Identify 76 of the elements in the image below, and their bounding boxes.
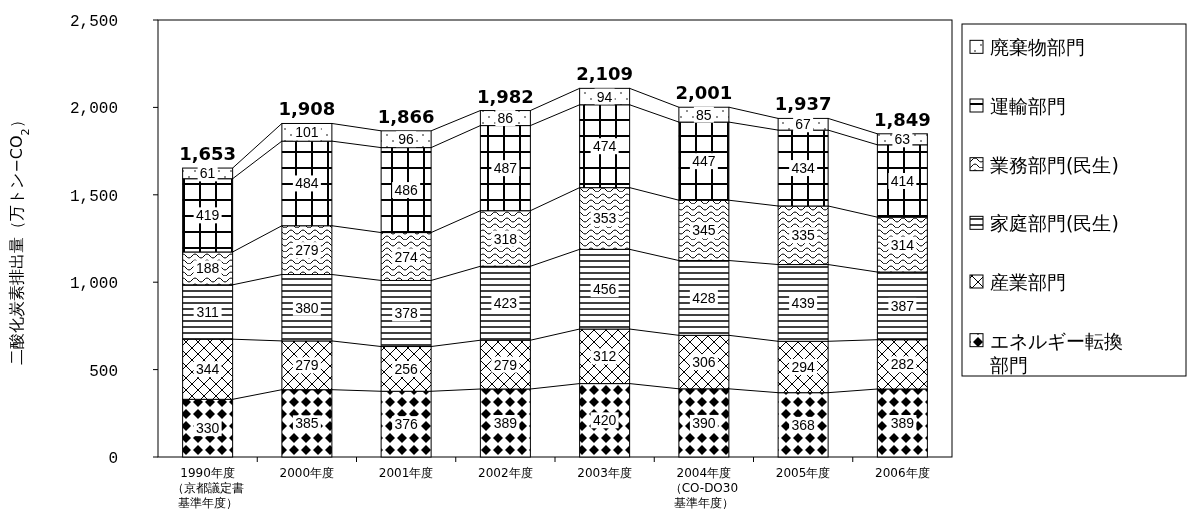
total-label: 1,653 (179, 143, 237, 165)
data-label: 456 (592, 281, 617, 298)
data-label: 61 (199, 165, 216, 182)
data-label: 368 (791, 416, 816, 433)
data-label: 279 (493, 356, 518, 373)
data-label: 434 (791, 160, 816, 177)
data-label: 101 (295, 124, 319, 141)
data-label: 256 (394, 360, 419, 377)
data-label: 389 (890, 415, 915, 431)
data-label: 378 (394, 305, 419, 322)
y-tick-label: 0 (108, 450, 118, 468)
data-label: 312 (592, 348, 617, 365)
data-label: 274 (394, 248, 419, 265)
data-label: 279 (295, 242, 319, 259)
y-tick-label: 1,000 (69, 275, 118, 294)
data-label: 387 (890, 297, 915, 314)
y-tick-label: 2,000 (69, 100, 118, 119)
y-tick-label: 500 (89, 362, 118, 381)
x-tick-label: 2002年度 (478, 466, 533, 480)
data-label: 279 (295, 357, 319, 374)
data-label: 85 (696, 106, 712, 123)
data-label: 439 (791, 294, 816, 311)
total-label: 1,982 (476, 85, 534, 107)
legend-label: 産業部門 (990, 271, 1066, 293)
data-label: 484 (295, 175, 319, 192)
data-label: 389 (493, 415, 518, 431)
data-label: 63 (894, 131, 911, 148)
x-tick-label: 2000年度 (279, 466, 335, 480)
data-label: 94 (596, 88, 613, 105)
data-label: 335 (791, 227, 816, 244)
x-tick-label: 2005年度 (775, 466, 831, 480)
data-label: 487 (493, 160, 518, 177)
data-label: 67 (795, 116, 812, 133)
data-label: 330 (195, 420, 220, 437)
data-label: 428 (692, 289, 716, 306)
data-label: 390 (692, 414, 716, 431)
data-label: 419 (195, 207, 220, 224)
data-label: 486 (394, 182, 419, 199)
data-label: 188 (195, 260, 220, 277)
total-label: 1,937 (774, 93, 832, 115)
y-tick-label: 1,500 (69, 187, 118, 206)
data-label: 311 (196, 304, 219, 320)
data-label: 474 (592, 138, 617, 155)
data-label: 380 (295, 299, 319, 316)
data-label: 353 (592, 210, 617, 227)
data-label: 420 (592, 412, 617, 429)
x-tick-label: 1990年度（京都議定書基準年度） (171, 466, 244, 510)
data-label: 344 (195, 361, 220, 378)
x-tick-label: 2001年度 (378, 466, 434, 480)
data-label: 282 (890, 356, 915, 373)
data-label: 423 (493, 295, 518, 312)
total-label: 2,109 (576, 63, 634, 85)
x-tick-label: 2006年度 (875, 466, 930, 480)
total-label: 1,908 (278, 98, 336, 120)
data-label: 447 (692, 153, 716, 170)
y-tick-label: 2,500 (69, 13, 118, 31)
data-label: 318 (493, 230, 518, 247)
data-label: 96 (398, 131, 415, 148)
data-label: 385 (295, 415, 319, 432)
data-label: 376 (394, 416, 419, 433)
total-label: 1,866 (377, 105, 435, 127)
data-label: 306 (692, 354, 716, 371)
data-label: 345 (692, 222, 716, 239)
legend-label: エネルギー転換部門 (990, 329, 1123, 376)
data-label: 294 (791, 358, 816, 375)
total-label: 1,849 (873, 108, 931, 130)
data-label: 414 (890, 172, 915, 189)
legend-label: 廃棄物部門 (990, 36, 1085, 59)
x-tick-label: 2004年度（CO-DO30基準年度） (669, 466, 739, 510)
legend-label: 運輸部門 (990, 95, 1066, 117)
data-label: 314 (890, 236, 915, 253)
legend-label: 業務部門(民生) (990, 153, 1119, 176)
legend-label: 家庭部門(民生) (990, 212, 1119, 235)
x-tick-label: 2003年度 (577, 466, 632, 480)
data-label: 86 (497, 110, 514, 127)
total-label: 2,001 (675, 82, 733, 104)
